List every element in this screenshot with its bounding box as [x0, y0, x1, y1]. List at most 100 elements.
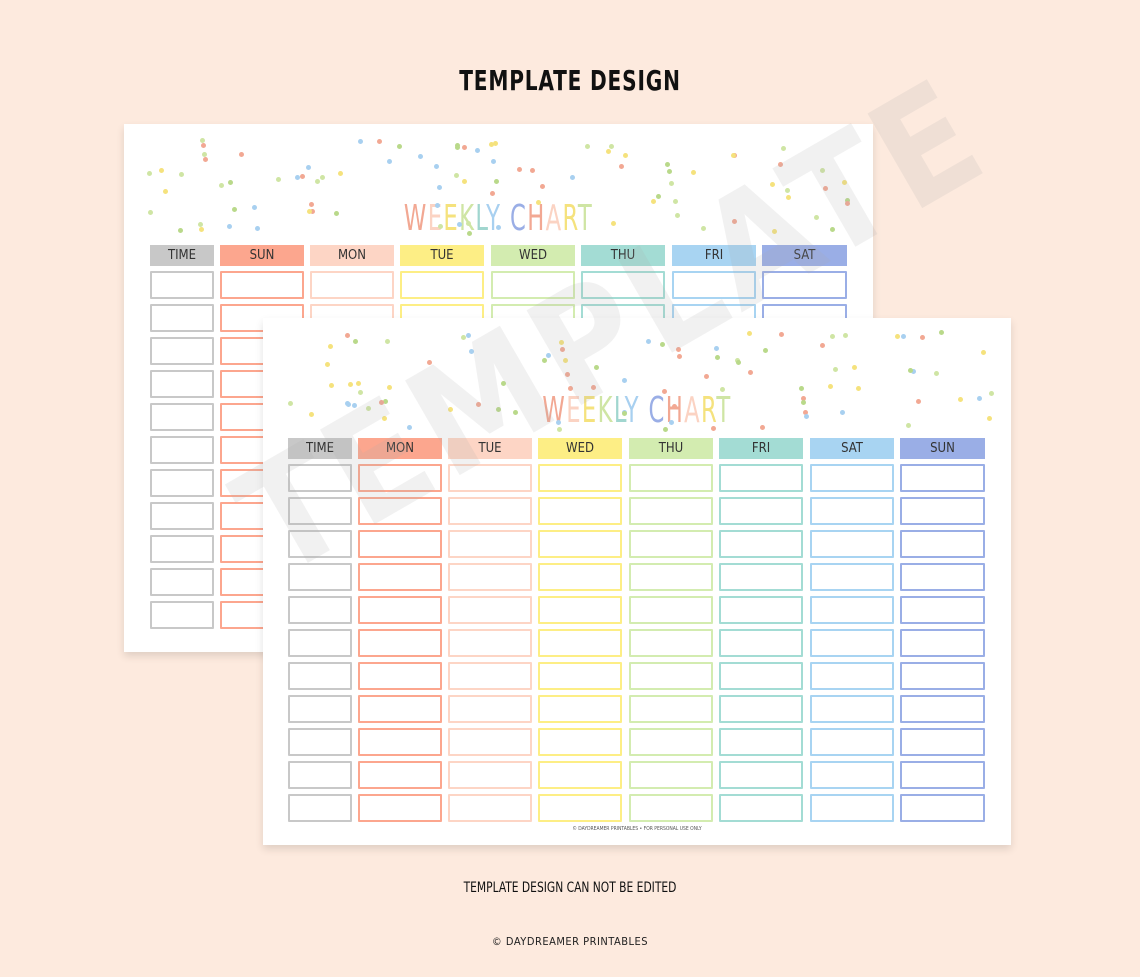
sheet-footer: © DAYDREAMER PRINTABLES • FOR PERSONAL U…: [572, 826, 702, 832]
confetti-dot: [827, 383, 833, 389]
cell-fri: [719, 464, 803, 492]
confetti-dot: [570, 175, 576, 181]
cell-mon: [358, 563, 442, 591]
confetti-dot: [276, 177, 282, 183]
cell-time: [288, 662, 352, 690]
confetti-dot: [307, 208, 313, 214]
cell-fri: [719, 563, 803, 591]
cell-thu: [629, 464, 713, 492]
cell-time: [150, 535, 214, 563]
confetti-dot: [198, 226, 204, 232]
confetti-dot: [467, 230, 473, 236]
title-letter: W: [403, 198, 428, 239]
confetti-dot: [559, 340, 564, 346]
confetti-dot: [239, 152, 245, 158]
cell-sat: [810, 761, 894, 789]
confetti-dot: [147, 210, 153, 216]
cell-tue: [448, 464, 532, 492]
confetti-dot: [376, 138, 382, 144]
confetti-dot: [200, 138, 206, 144]
cell-sun: [900, 497, 985, 525]
confetti-dot: [146, 171, 152, 177]
confetti-dot: [585, 144, 591, 150]
cell-sun: [900, 596, 985, 624]
title-letter: C: [509, 198, 528, 239]
confetti-dot: [906, 422, 912, 428]
column-header-tue: TUE: [400, 245, 484, 266]
cell-time: [150, 370, 214, 398]
confetti-dot: [475, 148, 481, 154]
cell-sun: [900, 794, 985, 822]
confetti-dot: [700, 225, 706, 231]
cell-mon: [358, 695, 442, 723]
cell-time: [150, 502, 214, 530]
confetti-dot: [842, 332, 848, 338]
column-header-time: TIME: [150, 245, 214, 266]
confetti-dot: [315, 179, 321, 185]
cell-time: [288, 596, 352, 624]
cell-time: [150, 568, 214, 596]
front-template-sheet: WEEKLY CHART © DAYDREAMER PRINTABLES • F…: [263, 318, 1011, 845]
confetti-dot: [491, 158, 497, 164]
confetti-dot: [197, 222, 203, 228]
title-letter: E: [566, 390, 582, 431]
title-letter: K: [597, 390, 614, 431]
confetti-dot: [325, 362, 331, 368]
cell-time: [150, 304, 214, 332]
cell-time: [150, 469, 214, 497]
confetti-dot: [356, 381, 362, 387]
cell-thu: [629, 728, 713, 756]
cell-mon: [358, 728, 442, 756]
cell-fri: [719, 794, 803, 822]
confetti-dot: [710, 425, 716, 431]
confetti-dot: [799, 386, 805, 392]
confetti-dot: [345, 401, 351, 407]
confetti-dot: [541, 358, 547, 364]
confetti-dot: [958, 396, 964, 402]
confetti-dot: [490, 190, 496, 196]
confetti-dot: [333, 211, 339, 217]
confetti-dot: [327, 344, 333, 350]
confetti-dot: [433, 163, 439, 169]
confetti-dot: [671, 403, 677, 409]
cell-tue: [448, 794, 532, 822]
title-letter: K: [459, 198, 476, 239]
cell-time: [150, 337, 214, 365]
cell-wed: [538, 695, 622, 723]
cell-time: [150, 403, 214, 431]
confetti-dot: [308, 201, 314, 207]
confetti-dot: [622, 378, 628, 384]
cell-thu: [629, 629, 713, 657]
title-letter: A: [684, 390, 702, 431]
cell-sun: [900, 530, 985, 558]
confetti-dot: [785, 187, 791, 193]
cell-sun: [900, 464, 985, 492]
confetti-dot: [778, 161, 784, 167]
confetti-dot: [448, 406, 454, 412]
column-header-fri: FRI: [719, 438, 803, 459]
confetti-dot: [465, 333, 471, 339]
confetti-dot: [668, 419, 674, 425]
confetti-dot: [813, 214, 819, 220]
cell-time: [288, 464, 352, 492]
cell-sat: [810, 794, 894, 822]
confetti-dot: [344, 332, 350, 338]
confetti-dot: [763, 348, 769, 354]
cell-fri: [719, 761, 803, 789]
confetti-dot: [786, 194, 792, 200]
confetti-dot: [593, 365, 599, 371]
cell-sun: [220, 271, 304, 299]
confetti-dot: [219, 182, 225, 188]
column-header-mon: MON: [358, 438, 442, 459]
cell-wed: [538, 761, 622, 789]
confetti-dot: [516, 166, 522, 172]
cell-mon: [358, 662, 442, 690]
cell-fri: [719, 629, 803, 657]
confetti-dot: [591, 385, 597, 391]
confetti-dot: [475, 402, 481, 408]
cell-sat: [810, 563, 894, 591]
cell-time: [150, 271, 214, 299]
cell-thu: [629, 530, 713, 558]
confetti-dot: [608, 143, 614, 149]
confetti-dot: [771, 228, 777, 234]
